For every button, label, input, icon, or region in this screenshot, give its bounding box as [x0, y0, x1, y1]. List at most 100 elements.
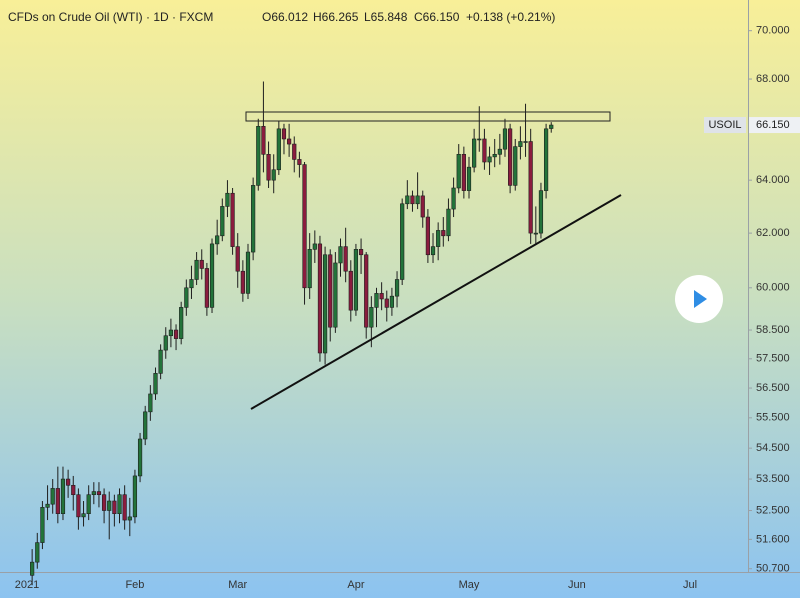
candle-body	[317, 243, 323, 354]
candle-body	[230, 192, 235, 247]
candle-body	[523, 141, 528, 143]
candle-body	[143, 411, 148, 440]
candle-body	[245, 251, 251, 294]
candle-body	[55, 488, 60, 514]
candle-body	[502, 128, 508, 150]
x-tick-label: Jul	[683, 579, 697, 591]
candle-body	[194, 259, 199, 280]
candle-body	[127, 516, 132, 521]
x-tick-label: Jun	[568, 579, 586, 591]
candle-body	[281, 128, 287, 140]
candle-body	[451, 187, 456, 210]
candle-body	[374, 293, 379, 308]
candle-body	[461, 153, 466, 191]
y-tick-label: 55.500	[756, 412, 790, 424]
candle-body	[543, 128, 549, 191]
candle-body	[348, 270, 353, 311]
candle-body	[158, 349, 163, 374]
candle-body	[60, 478, 66, 514]
x-tick-label: Feb	[125, 579, 144, 591]
candle-body	[163, 335, 168, 351]
candle-body	[400, 203, 405, 280]
candle-body	[456, 153, 461, 189]
candle-body	[148, 393, 153, 413]
y-tick-label: 54.500	[756, 442, 790, 454]
candle-body	[497, 148, 502, 155]
x-tick-label: 2021	[15, 579, 39, 591]
legend-low: L65.848	[364, 10, 408, 24]
candle-body	[328, 254, 333, 328]
legend-close: C66.150	[414, 10, 460, 24]
price-tag-symbol-bg	[704, 117, 746, 134]
candle-body	[86, 494, 91, 514]
candle-body	[472, 138, 477, 168]
candle-body	[477, 138, 482, 141]
y-tick-label: 58.500	[756, 324, 790, 336]
candle-body	[81, 513, 86, 518]
candle-body	[441, 230, 446, 237]
candle-body	[518, 141, 523, 147]
candle-body	[343, 246, 348, 272]
candle-body	[199, 259, 204, 269]
candle-body	[240, 270, 245, 294]
candle-body	[384, 298, 389, 308]
y-tick-label: 56.500	[756, 382, 790, 394]
candle-body	[394, 279, 400, 297]
candle-body	[415, 195, 420, 205]
candle-body	[173, 329, 179, 339]
candles	[30, 81, 554, 586]
candle-body	[40, 507, 45, 543]
play-icon[interactable]	[694, 290, 707, 308]
candle-body	[513, 146, 518, 186]
candle-body	[379, 293, 384, 300]
candle-body	[137, 438, 143, 477]
candle-body	[132, 475, 138, 518]
candle-body	[312, 243, 317, 250]
candle-body	[209, 243, 215, 308]
candle-body	[76, 494, 81, 518]
candle-body	[215, 235, 220, 245]
candle-body	[292, 143, 297, 160]
candle-body	[353, 249, 359, 311]
legend-change: +0.138 (+0.21%)	[466, 10, 555, 24]
candle-body	[287, 138, 292, 145]
y-tick-label: 70.000	[756, 25, 790, 37]
candle-body	[117, 494, 122, 514]
candle-body	[307, 249, 312, 289]
candle-body	[420, 195, 425, 218]
x-tick-label: Apr	[347, 579, 364, 591]
y-tick-label: 64.000	[756, 174, 790, 186]
candle-body	[184, 287, 189, 308]
candle-body	[322, 254, 328, 354]
candle-body	[107, 500, 112, 511]
candle-body	[261, 126, 266, 155]
candle-body	[466, 166, 472, 191]
candle-body	[30, 561, 35, 576]
x-tick-label: Mar	[228, 579, 247, 591]
candle-body	[101, 494, 107, 511]
candle-body	[492, 153, 497, 158]
y-tick-label: 53.500	[756, 473, 790, 485]
candle-body	[266, 153, 271, 181]
candle-body	[122, 494, 127, 521]
y-tick-label: 57.500	[756, 353, 790, 365]
candle-body	[235, 246, 240, 272]
candle-body	[179, 307, 184, 339]
candle-body	[50, 488, 55, 505]
legend-open: O66.012	[262, 10, 308, 24]
price-tag-bg	[749, 117, 800, 134]
candle-body	[487, 156, 492, 163]
candle-body	[168, 329, 174, 337]
play-button[interactable]	[675, 275, 723, 323]
candle-body	[528, 141, 533, 234]
candle-body	[533, 232, 538, 235]
candle-body	[436, 230, 441, 247]
y-tick-label: 50.700	[756, 563, 790, 575]
candle-body	[446, 208, 451, 237]
candle-body	[333, 262, 338, 328]
candle-body	[369, 307, 374, 328]
support-trendline	[250, 194, 622, 410]
legend-high: H66.265	[313, 10, 359, 24]
candle-body	[364, 254, 369, 328]
